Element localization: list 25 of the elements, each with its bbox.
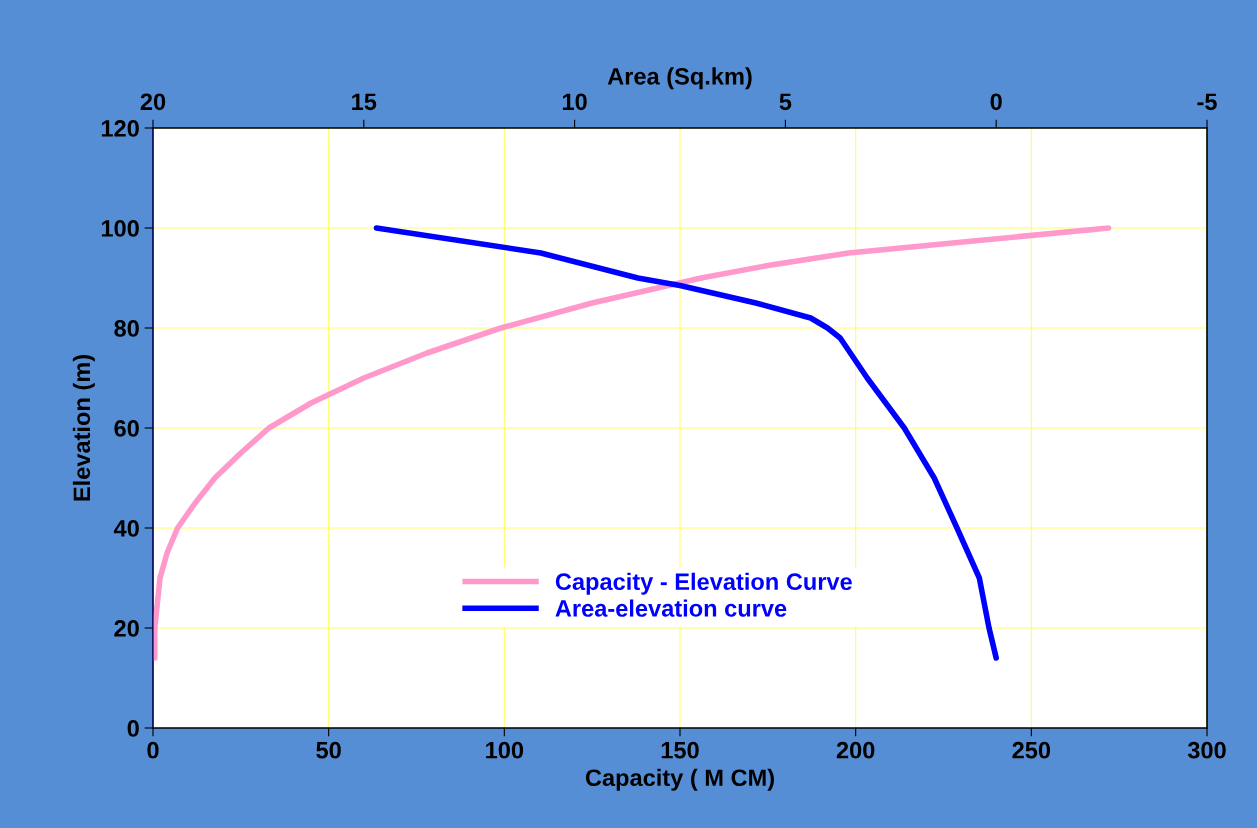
x-tick-label: 0 [147,741,159,759]
x2-tick-label: -5 [1197,93,1217,111]
y-tick-label: 0 [127,720,139,737]
x2-tick-label: 5 [779,93,792,111]
y-tick-label: 100 [101,220,139,237]
x-tick-label: 200 [836,741,875,759]
y-tick-label: 60 [114,420,139,437]
y-tick-label: 120 [101,120,139,137]
y-tick-label: 40 [113,520,139,537]
legend-label: Area-elevation curve [555,599,787,617]
y-axis-title: Elevation (m) [72,355,95,501]
x2-tick-label: 15 [352,93,377,111]
x2-tick-label: 10 [562,93,587,111]
y-tick-label: 80 [114,320,139,337]
x2-tick-label: 0 [990,93,1002,111]
legend-label: Capacity - Elevation Curve [555,572,852,595]
x-tick-label: 300 [1187,741,1226,759]
x2-tick-label: 20 [140,93,166,111]
x-tick-label: 100 [486,741,524,759]
x-tick-label: 50 [316,741,341,759]
x-tick-label: 150 [661,741,699,759]
y-tick-label: 20 [114,620,139,637]
x-tick-label: 250 [1012,741,1051,759]
x2-axis-title: Area (Sq.km) [607,67,752,90]
x-axis-title: Capacity ( M CM) [585,768,774,791]
